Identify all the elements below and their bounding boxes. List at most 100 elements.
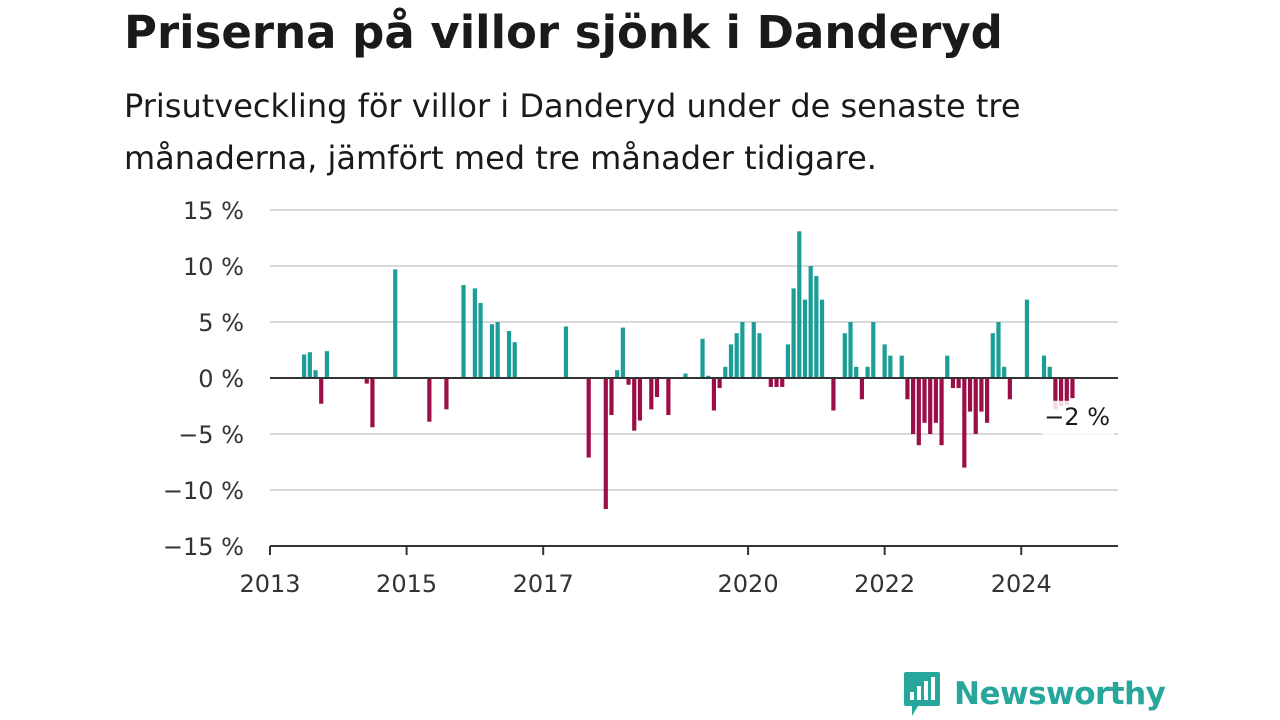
y-tick-label: −15 %: [163, 533, 244, 561]
bar: [791, 288, 796, 378]
bar: [706, 375, 711, 378]
bar: [814, 276, 819, 378]
annotations: −2 %: [1042, 400, 1114, 435]
bar: [512, 342, 517, 378]
bar: [973, 378, 978, 434]
bar: [319, 378, 324, 404]
y-axis-ticks: 15 % 10 % 5 % 0 % −5 % −10 % −15 %: [163, 197, 244, 561]
bar: [478, 302, 483, 378]
bar: [819, 299, 825, 378]
bar: [916, 378, 921, 446]
bar: [1047, 366, 1052, 378]
y-tick-label: 10 %: [183, 253, 244, 281]
bar: [609, 378, 614, 415]
bar: [740, 322, 745, 378]
bar: [620, 327, 625, 378]
bar: [888, 355, 893, 378]
bar: [444, 378, 449, 410]
bar: [871, 322, 876, 378]
bar: [586, 378, 591, 458]
bar: [928, 378, 933, 434]
bar: [990, 333, 995, 378]
bar: [996, 322, 1001, 378]
bar: [370, 378, 375, 428]
bar: [1058, 378, 1064, 406]
y-tick-label: 15 %: [183, 197, 244, 225]
bar: [945, 355, 950, 378]
bar: [780, 378, 785, 387]
bar: [711, 378, 717, 411]
bar: [1064, 378, 1069, 405]
bar: [962, 378, 967, 468]
bar: [1002, 366, 1007, 378]
x-tick-label: 2024: [991, 570, 1052, 598]
bar: [683, 373, 688, 378]
brand-name: Newsworthy: [954, 676, 1166, 712]
page-subtitle: Prisutveckling för villor i Danderyd und…: [124, 87, 1021, 177]
bar: [882, 344, 887, 378]
bar: [1024, 299, 1030, 378]
bar: [654, 378, 660, 398]
bar: [774, 378, 779, 387]
bar: [808, 266, 813, 378]
bar: [734, 333, 739, 378]
x-axis-ticks: 2013 2015 2017 2020 2022 2024: [239, 546, 1052, 598]
bar: [905, 378, 910, 400]
bar: [626, 378, 631, 385]
bar: [563, 326, 569, 378]
bar: [933, 378, 938, 423]
bar: [985, 378, 990, 423]
bar: [427, 378, 432, 422]
bar: [979, 378, 984, 412]
bar: [956, 378, 961, 389]
bar: [324, 351, 330, 378]
newsworthy-logo-icon: [904, 672, 940, 716]
y-tick-label: 0 %: [198, 365, 244, 393]
bar: [1053, 378, 1058, 410]
bar: [637, 378, 643, 421]
x-tick-label: 2017: [513, 570, 574, 598]
bar: [700, 338, 705, 378]
bar: [472, 288, 477, 378]
bar: [922, 378, 927, 423]
bar: [785, 344, 791, 378]
bar: [723, 366, 728, 378]
bar: [1007, 378, 1012, 400]
axes: [270, 377, 1118, 547]
page-title: Priserna på villor sjönk i Danderyd: [124, 6, 1003, 59]
bar: [1070, 378, 1075, 399]
bar: [495, 322, 500, 378]
bar: [461, 285, 466, 378]
x-tick-label: 2020: [718, 570, 779, 598]
bar: [757, 333, 762, 378]
bar: [899, 355, 904, 378]
latest-value-annotation: −2 %: [1044, 403, 1110, 431]
bar: [302, 354, 307, 378]
bar: [313, 370, 318, 378]
x-tick-label: 2022: [854, 570, 915, 598]
bar: [603, 378, 608, 510]
bar: [848, 322, 853, 378]
bar: [950, 378, 956, 389]
bar: [939, 378, 944, 446]
bar: [666, 378, 671, 415]
bar: [768, 378, 773, 387]
brand-logo: Newsworthy: [902, 670, 1166, 718]
bar: [802, 299, 808, 378]
bar: [911, 378, 916, 434]
bars: [302, 231, 1075, 510]
y-tick-label: 5 %: [198, 309, 244, 337]
bar: [717, 378, 722, 389]
y-tick-label: −5 %: [178, 421, 244, 449]
bar: [307, 352, 312, 378]
bar: [506, 330, 512, 378]
x-tick-label: 2013: [239, 570, 300, 598]
bar: [797, 231, 802, 378]
y-tick-label: −10 %: [163, 477, 244, 505]
bar: [1041, 355, 1047, 378]
bar: [967, 378, 973, 412]
bar: [632, 378, 637, 431]
bar: [751, 322, 756, 378]
bar: [842, 333, 847, 378]
